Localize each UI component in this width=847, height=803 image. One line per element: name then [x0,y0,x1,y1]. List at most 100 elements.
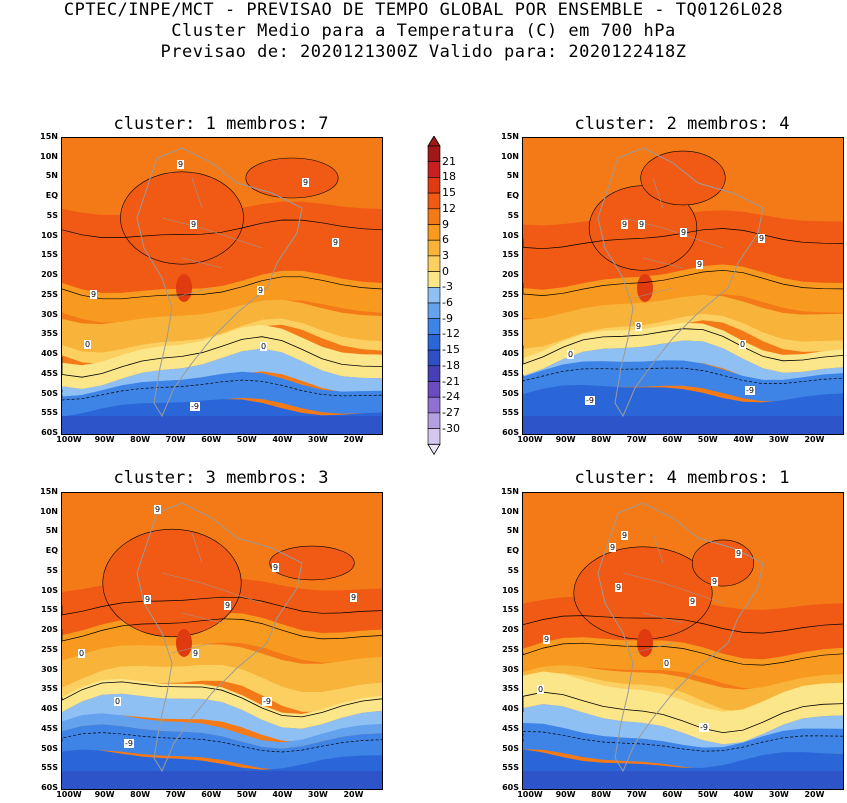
coastline [136,147,303,418]
warm-core [176,274,192,302]
lon-tick-label: 40W [272,790,293,799]
colorbar-segment [427,365,441,382]
colorbar-segment [427,271,441,288]
contour-9 [62,276,382,300]
lat-tick-label: EQ [506,191,519,201]
contour-label: 0 [663,659,671,668]
contour-9 [523,269,843,296]
lat-tick-label: 15S [41,250,58,260]
map-panel-3: 9 9 9 9 9 9 0 0 -9 -9 [61,492,383,790]
contour-label: 0 [114,697,122,706]
lon-tick-label: 20W [343,790,364,799]
panel-title-1: cluster: 1 membros: 7 [113,114,329,134]
colorbar-label: 9 [442,217,449,231]
contour-label: 0 [78,649,86,658]
contour-9 [523,228,843,250]
contour-9 [62,618,382,642]
lon-tick-label: 90W [555,790,576,799]
contour-label: 9 [543,635,551,644]
temperature-band [62,270,382,323]
panel-title-4: cluster: 4 membros: 1 [574,468,790,488]
contour-9 [523,615,843,634]
lon-tick-label: 50W [697,790,718,799]
colorbar-label: -6 [442,296,453,309]
lat-tick-label: 15N [501,487,519,496]
lat-tick-label: 5N [45,526,58,536]
contour-label: 9 [302,178,310,187]
lat-tick-label: 25S [41,644,58,654]
lat-tick-label: 20S [502,270,519,280]
map-panel-4: 9 9 9 9 9 9 9 0 0 -9 [522,492,844,790]
contour-9 [62,219,382,238]
lon-tick-label: 30W [768,790,789,799]
lat-tick-label: 15N [501,132,519,141]
lat-tick-label: 5S [46,210,58,220]
lat-tick-label: EQ [45,546,58,556]
coastline [136,502,303,773]
contour-0 [62,681,382,718]
lat-tick-label: 45S [502,368,519,378]
colorbar-label: 21 [442,154,456,168]
lat-tick-label: 35S [502,684,519,694]
lon-tick-label: 100W [517,435,543,444]
contour-label: -9 [585,396,595,405]
lon-tick-label: 30W [768,435,789,444]
lat-tick-label: 40S [41,349,58,359]
contour-label: 9 [689,597,697,606]
contour-0 [523,328,843,365]
colorbar-label: -9 [442,311,453,325]
temperature-band [523,637,843,689]
lat-tick-label: 20S [41,625,58,635]
lon-tick-label: 40W [272,435,293,444]
lon-tick-label: 70W [626,435,647,444]
contour-label: -9 [124,739,134,748]
southern-band [523,771,843,789]
contour-label: 0 [567,350,575,359]
lat-tick-label: 15S [502,250,519,260]
lon-tick-label: 60W [201,790,222,799]
contour-label: 9 [621,531,629,540]
contour-label: 9 [615,583,623,592]
temperature-band [62,724,382,770]
contour-label: 9 [609,543,617,552]
contour-label: 9 [680,228,688,237]
lat-tick-label: 35S [41,329,58,339]
contour-label: 9 [711,577,719,586]
lat-tick-label: 15S [41,605,58,615]
lon-tick-label: 50W [236,790,257,799]
colorbar-label: 12 [442,201,456,215]
southern-band [62,771,382,789]
warm-core [691,539,755,587]
lat-tick-label: 50S [502,388,519,398]
lat-tick-label: 60S [41,428,58,437]
lon-tick-label: 30W [307,435,328,444]
temperature-band [62,693,382,742]
temperature-band [62,664,382,712]
lat-tick-label: 15N [40,487,58,496]
colorbar-segment [427,255,441,272]
colorbar-segment [427,192,441,210]
colorbar-segment [427,161,441,178]
contour-0 [523,691,843,734]
lat-tick-label: 25S [502,644,519,654]
borders [622,532,724,654]
temperature-band [62,644,382,692]
contour-neg9 [62,732,382,753]
lat-tick-label: EQ [45,191,58,201]
lon-tick-label: 50W [697,435,718,444]
lat-tick-label: 5N [45,171,58,181]
lat-tick-label: 10S [502,230,519,240]
colorbar-label: -18 [442,358,460,372]
colorbar-label: -15 [442,343,460,357]
lat-tick-label: 50S [41,743,58,753]
lat-tick-label: 15N [40,132,58,141]
lon-tick-label: 80W [130,790,151,799]
warm-core [637,629,653,657]
contour-label: 9 [621,220,629,229]
colorbar-segment [427,396,441,414]
contour-9 [62,596,382,616]
contour-label: 9 [90,290,98,299]
lat-tick-label: 5S [507,210,519,220]
lon-tick-label: 100W [517,790,543,799]
contour-neg9 [62,379,382,401]
